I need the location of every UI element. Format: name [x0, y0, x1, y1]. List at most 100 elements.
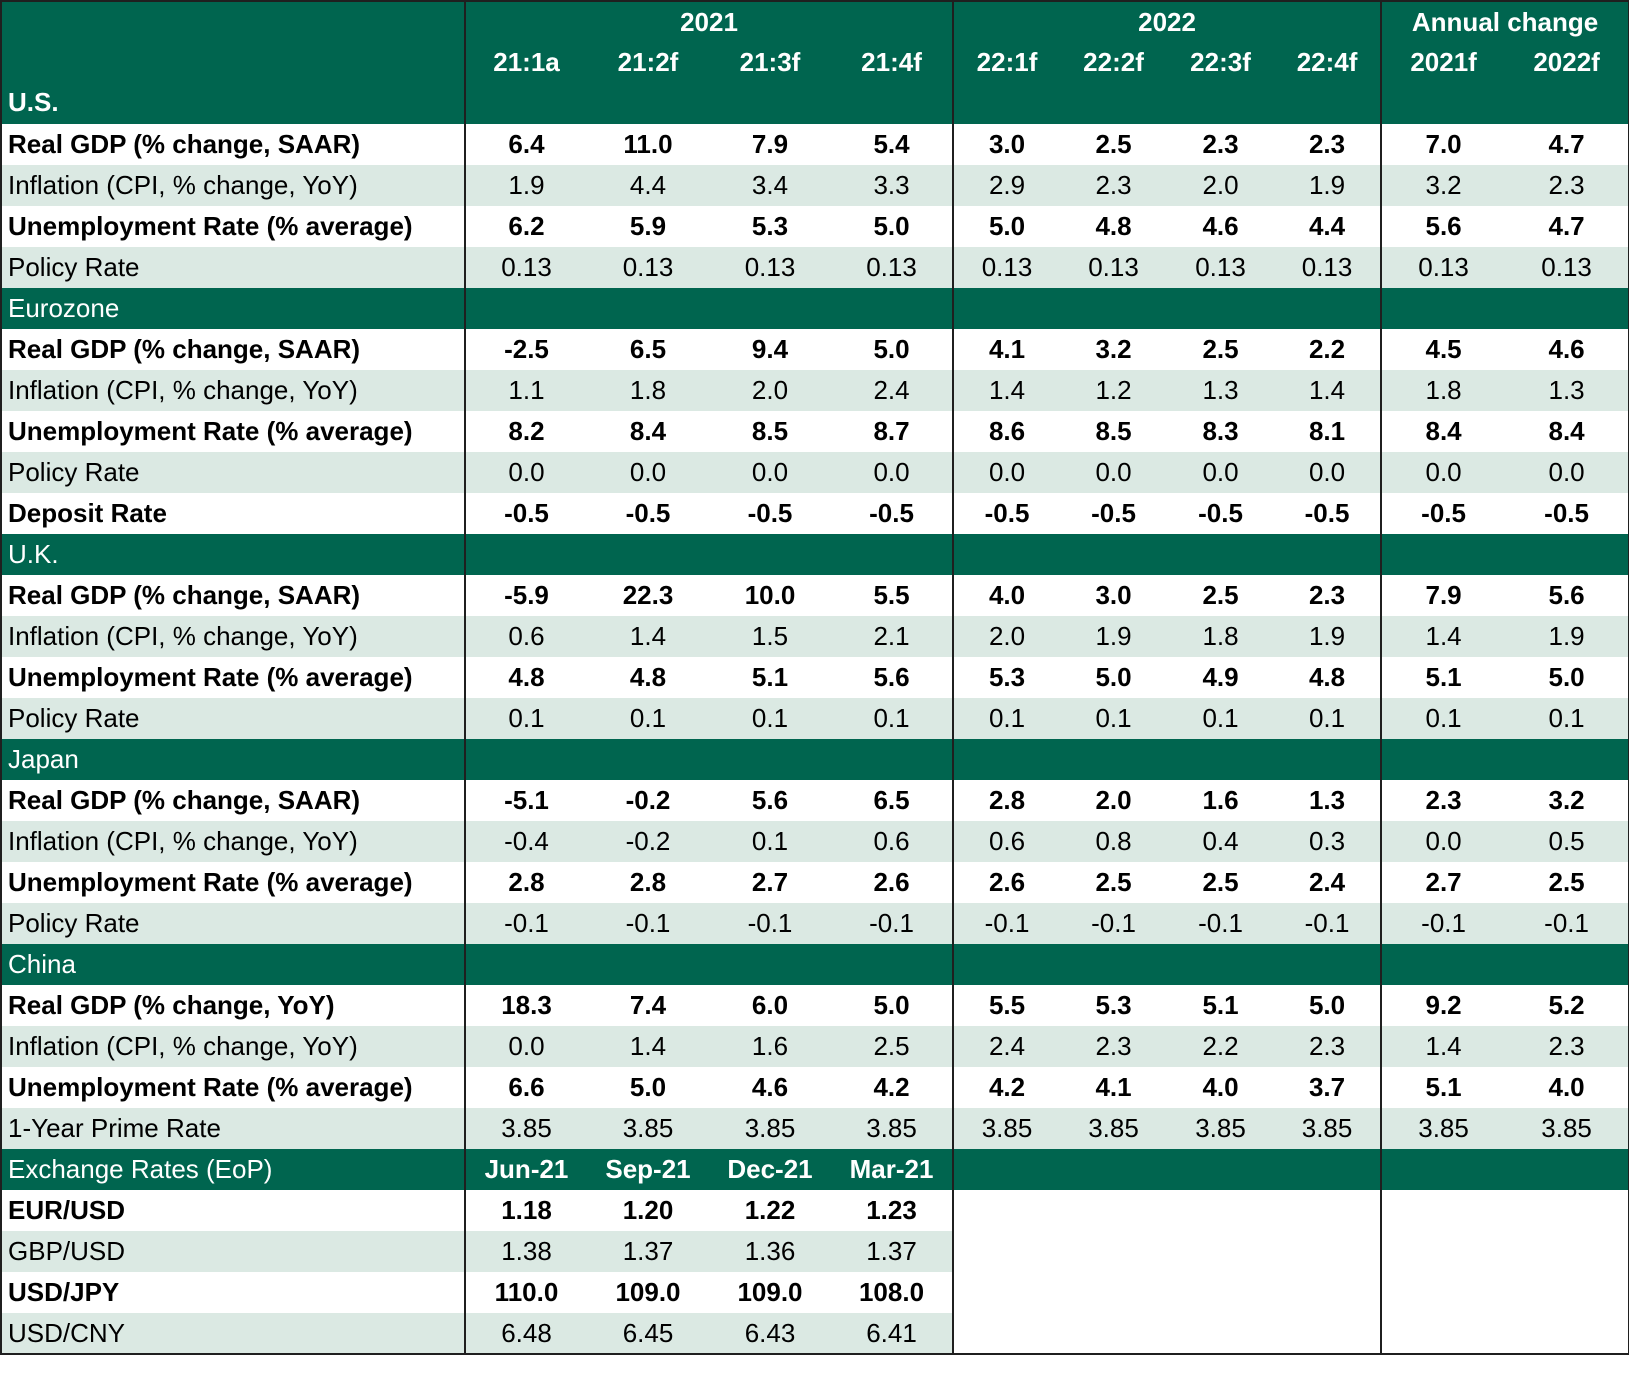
exchange-date-header: Jun-21	[465, 1149, 587, 1190]
table-cell: -0.1	[1060, 903, 1168, 944]
table-cell: 0.13	[1381, 247, 1506, 288]
table-cell: 8.6	[953, 411, 1061, 452]
table-cell: 2.8	[587, 862, 709, 903]
section-fill	[1381, 288, 1629, 329]
table-cell: 2.4	[831, 370, 955, 411]
section-fill	[1381, 944, 1629, 985]
table-cell: 3.85	[1167, 1108, 1275, 1149]
section-fill	[1381, 739, 1629, 780]
exchange-date-header: Dec-21	[709, 1149, 831, 1190]
table-cell: 0.1	[831, 698, 955, 739]
table-cell: -0.5	[1060, 493, 1168, 534]
table-cell: 7.4	[587, 985, 709, 1026]
table-cell: 2.6	[831, 862, 955, 903]
table-cell: 2.3	[1381, 780, 1506, 821]
table-cell: 2.8	[953, 780, 1061, 821]
annual-header: 2021f	[1381, 42, 1506, 83]
table-cell: 5.0	[831, 985, 955, 1026]
table-cell: 4.8	[1060, 206, 1168, 247]
table-cell: -0.1	[709, 903, 831, 944]
table-cell: 5.6	[1505, 575, 1629, 616]
table-cell: 2.3	[1274, 124, 1383, 165]
quarter-header: 21:4f	[831, 42, 955, 83]
section-fill	[1381, 534, 1629, 575]
table-cell: 3.85	[465, 1108, 587, 1149]
table-cell: -0.2	[587, 821, 709, 862]
table-cell: 8.1	[1274, 411, 1383, 452]
quarter-header: 22:3f	[1167, 42, 1275, 83]
empty-cell	[953, 1313, 1383, 1354]
table-cell: 1.9	[1060, 616, 1168, 657]
table-cell: 3.85	[831, 1108, 955, 1149]
table-cell: 1.8	[1167, 616, 1275, 657]
row-label: Inflation (CPI, % change, YoY)	[1, 165, 466, 206]
table-cell: 6.5	[831, 780, 955, 821]
table-cell: 1.9	[1274, 616, 1383, 657]
empty-cell	[953, 1272, 1383, 1313]
table-cell: 3.0	[953, 124, 1061, 165]
table-cell: 0.4	[1167, 821, 1275, 862]
table-cell: 0.13	[831, 247, 955, 288]
table-cell: -0.5	[831, 493, 955, 534]
exchange-cell: 109.0	[709, 1272, 831, 1313]
table-cell: -0.1	[1381, 903, 1506, 944]
table-cell: 6.6	[465, 1067, 587, 1108]
table-cell: 8.4	[1381, 411, 1506, 452]
table-cell: 2.5	[1060, 124, 1168, 165]
exchange-row: USD/CNY 6.48 6.45 6.43 6.41	[1, 1313, 1629, 1354]
year-2022-header: 2022	[953, 1, 1383, 42]
table-cell: 7.9	[709, 124, 831, 165]
table-cell: 3.85	[1505, 1108, 1629, 1149]
table-cell: 3.7	[1274, 1067, 1383, 1108]
exchange-cell: 1.20	[587, 1190, 709, 1231]
table-cell: 0.13	[1505, 247, 1629, 288]
table-cell: -0.5	[1274, 493, 1383, 534]
table-cell: 2.1	[831, 616, 955, 657]
section-fill	[1381, 1149, 1629, 1190]
table-row: Unemployment Rate (% average) 6.2 5.9 5.3 5.…	[1, 206, 1629, 247]
table-cell: 4.1	[953, 329, 1061, 370]
table-cell: 2.4	[1274, 862, 1383, 903]
table-cell: 2.4	[953, 1026, 1061, 1067]
table-cell: 0.0	[953, 452, 1061, 493]
table-cell: 5.6	[1381, 206, 1506, 247]
row-label: Unemployment Rate (% average)	[1, 206, 466, 247]
table-cell: 2.0	[953, 616, 1061, 657]
table-row: Policy Rate 0.13 0.13 0.13 0.13 0.13 0.13 0.13 0…	[1, 247, 1629, 288]
row-label: Real GDP (% change, SAAR)	[1, 124, 466, 165]
table-cell: 6.2	[465, 206, 587, 247]
table-cell: 2.3	[1060, 165, 1168, 206]
table-cell: 2.5	[1060, 862, 1168, 903]
table-cell: 7.9	[1381, 575, 1506, 616]
row-label: Policy Rate	[1, 452, 466, 493]
table-cell: -2.5	[465, 329, 587, 370]
row-label: 1-Year Prime Rate	[1, 1108, 466, 1149]
table-cell: 3.0	[1060, 575, 1168, 616]
table-cell: 4.4	[1274, 206, 1383, 247]
table-cell: 0.1	[1274, 698, 1383, 739]
table-cell: 9.4	[709, 329, 831, 370]
header-spacer	[465, 83, 955, 124]
table-cell: 4.4	[587, 165, 709, 206]
table-cell: -0.4	[465, 821, 587, 862]
table-cell: 5.5	[953, 985, 1061, 1026]
row-label: Unemployment Rate (% average)	[1, 657, 466, 698]
table-cell: 8.2	[465, 411, 587, 452]
table-cell: 2.7	[709, 862, 831, 903]
section-fill	[953, 1149, 1383, 1190]
table-cell: 3.85	[1274, 1108, 1383, 1149]
table-cell: 0.8	[1060, 821, 1168, 862]
table-cell: 0.0	[1381, 452, 1506, 493]
table-cell: 4.6	[709, 1067, 831, 1108]
section-row: U.K.	[1, 534, 1629, 575]
table-cell: 5.0	[587, 1067, 709, 1108]
table-cell: 1.4	[1274, 370, 1383, 411]
table-cell: 1.9	[1505, 616, 1629, 657]
table-cell: 2.0	[1167, 165, 1275, 206]
table-cell: 6.5	[587, 329, 709, 370]
table-cell: 2.5	[1167, 575, 1275, 616]
quarter-header: 22:4f	[1274, 42, 1383, 83]
table-cell: 3.85	[587, 1108, 709, 1149]
table-cell: 3.85	[1060, 1108, 1168, 1149]
table-cell: 2.0	[709, 370, 831, 411]
